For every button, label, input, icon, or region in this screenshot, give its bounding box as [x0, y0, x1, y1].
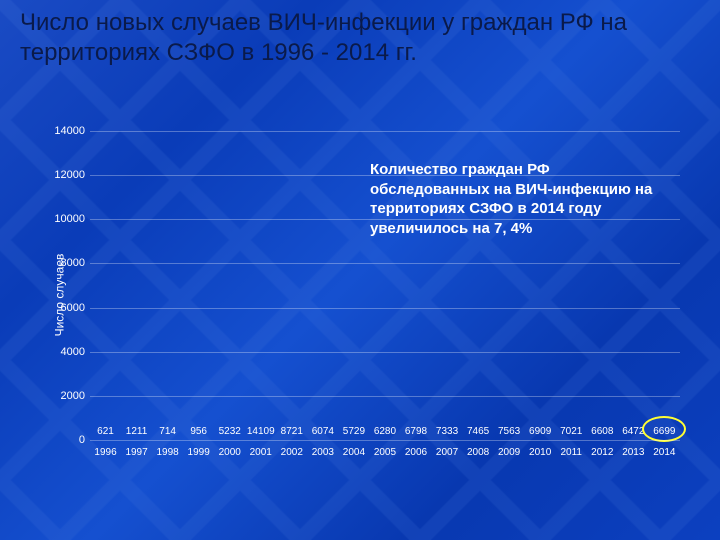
- x-tick-label: 1998: [156, 447, 178, 458]
- x-tick-label: 2012: [591, 447, 613, 458]
- y-tick-label: 14000: [50, 125, 85, 137]
- x-tick-label: 1999: [188, 447, 210, 458]
- bar-value-label: 6472: [622, 426, 644, 437]
- y-tick-label: 6000: [50, 302, 85, 314]
- bar-value-label: 714: [159, 426, 176, 437]
- y-tick-label: 12000: [50, 169, 85, 181]
- bar-value-label: 7465: [467, 426, 489, 437]
- gridline: [90, 308, 680, 309]
- gridline: [90, 263, 680, 264]
- slide: Число новых случаев ВИЧ-инфекции у гражд…: [0, 0, 720, 540]
- gridline: [90, 219, 680, 220]
- bar-value-label: 956: [190, 426, 207, 437]
- bar-value-label: 5232: [219, 426, 241, 437]
- bar-value-label: 6074: [312, 426, 334, 437]
- bar-value-label: 1211: [126, 426, 148, 437]
- gridline: [90, 131, 680, 132]
- x-tick-label: 1997: [125, 447, 147, 458]
- bar-chart: Число случаев 62119961211199771419989561…: [60, 120, 680, 470]
- gridline: [90, 440, 680, 441]
- bar-value-label: 5729: [343, 426, 365, 437]
- x-tick-label: 2011: [560, 447, 582, 458]
- x-tick-label: 2007: [436, 447, 458, 458]
- bar-value-label: 6608: [591, 426, 613, 437]
- bar-value-label: 7021: [560, 426, 582, 437]
- y-tick-label: 8000: [50, 257, 85, 269]
- page-title: Число новых случаев ВИЧ-инфекции у гражд…: [20, 8, 700, 68]
- bars-container: 6211996121119977141998956199952322000141…: [90, 120, 680, 440]
- x-tick-label: 2008: [467, 447, 489, 458]
- x-tick-label: 1996: [94, 447, 116, 458]
- y-tick-label: 10000: [50, 213, 85, 225]
- x-tick-label: 2006: [405, 447, 427, 458]
- x-tick-label: 2005: [374, 447, 396, 458]
- x-tick-label: 2004: [343, 447, 365, 458]
- x-tick-label: 2009: [498, 447, 520, 458]
- x-tick-label: 2014: [653, 447, 675, 458]
- gridline: [90, 175, 680, 176]
- bar-value-label: 6798: [405, 426, 427, 437]
- x-tick-label: 2003: [312, 447, 334, 458]
- x-tick-label: 2013: [622, 447, 644, 458]
- bar-value-label: 7563: [498, 426, 520, 437]
- bar-value-label: 621: [97, 426, 114, 437]
- y-tick-label: 4000: [50, 346, 85, 358]
- bar-value-label: 6909: [529, 426, 551, 437]
- x-tick-label: 2001: [250, 447, 272, 458]
- y-tick-label: 0: [50, 434, 85, 446]
- bar-value-label: 8721: [281, 426, 303, 437]
- gridline: [90, 352, 680, 353]
- x-tick-label: 2000: [219, 447, 241, 458]
- y-tick-label: 2000: [50, 390, 85, 402]
- x-tick-label: 2002: [281, 447, 303, 458]
- plot-area: 6211996121119977141998956199952322000141…: [90, 120, 680, 440]
- gridline: [90, 396, 680, 397]
- bar-value-label: 7333: [436, 426, 458, 437]
- bar-value-label: 14109: [247, 426, 275, 437]
- bar-value-label: 6699: [653, 426, 675, 437]
- bar-value-label: 6280: [374, 426, 396, 437]
- x-tick-label: 2010: [529, 447, 551, 458]
